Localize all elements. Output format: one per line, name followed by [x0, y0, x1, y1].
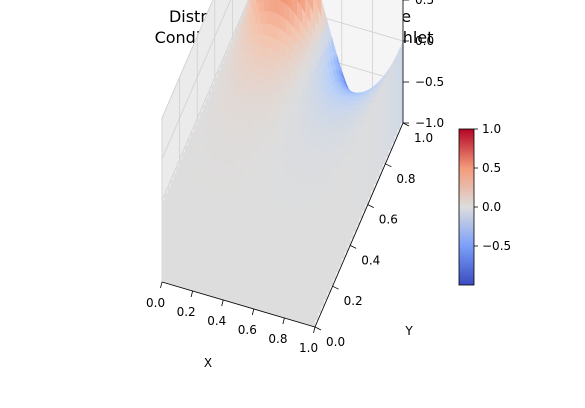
surface-strip — [309, 243, 316, 328]
x-tick-label: 1.0 — [299, 341, 318, 355]
surface-strip — [243, 223, 249, 308]
z-tick-label: 0.0 — [415, 34, 434, 48]
surface-strip — [171, 202, 178, 287]
surface-strip — [273, 232, 280, 317]
axes-ticks: 0.00.20.40.60.81.00.00.20.40.60.81.01.00… — [146, 0, 444, 355]
surface-strip — [192, 208, 198, 293]
x-tick-label: 0.0 — [146, 296, 165, 310]
x-axis-label: X — [204, 356, 212, 370]
surface-strip — [187, 207, 193, 292]
z-tick-label: −0.5 — [415, 75, 444, 89]
x-tick-mark — [282, 317, 285, 325]
y-tick-label: 0.6 — [379, 213, 398, 227]
colorbar-tick-label: 0.0 — [482, 200, 501, 214]
y-tick-mark — [385, 163, 392, 168]
surface-strip — [228, 219, 234, 304]
surface-strip — [207, 213, 214, 298]
surface-strip — [289, 237, 295, 322]
surface-strip — [263, 229, 270, 314]
surface-strip — [161, 199, 168, 284]
grid-line — [161, 0, 403, 160]
y-tick-mark — [367, 204, 374, 208]
surface-strip — [197, 210, 204, 295]
x-axis-line — [161, 281, 316, 328]
y-axis-label: Y — [404, 324, 413, 338]
z-tick-label: −1.0 — [415, 116, 444, 130]
y-tick-label: 0.2 — [344, 294, 363, 308]
y-tick-mark — [350, 245, 357, 249]
surface-strip — [284, 235, 290, 320]
surface-strip — [294, 238, 301, 323]
colorbar-tick-label: 1.0 — [482, 122, 501, 136]
x-tick-label: 0.2 — [177, 305, 196, 319]
x-tick-label: 0.8 — [268, 332, 287, 346]
surface-strip — [202, 211, 209, 296]
y-axis-line — [314, 122, 404, 328]
y-tick-mark — [332, 285, 339, 290]
surface-strip — [233, 220, 239, 305]
surface-strip — [217, 216, 224, 301]
y-tick-mark — [402, 122, 410, 127]
x-tick-mark — [221, 299, 224, 307]
colorbar-tick-label: −0.5 — [482, 239, 511, 253]
surface-strip — [222, 217, 229, 302]
surface-strip — [304, 241, 311, 326]
surface-plot — [161, 0, 404, 328]
surface-strip — [182, 205, 188, 290]
surface-strip — [278, 234, 285, 319]
surface-strip — [238, 222, 244, 307]
x-tick-mark — [313, 326, 316, 334]
surface-strip — [268, 231, 275, 316]
surface-strip — [177, 204, 183, 289]
x-tick-mark — [190, 290, 193, 298]
colorbar-tick-label: 0.5 — [482, 161, 501, 175]
x-tick-label: 0.6 — [238, 323, 257, 337]
colorbar: 1.0 0.5 0.0 −0.5 — [458, 122, 511, 286]
x-tick-mark — [160, 281, 163, 289]
y-tick-label: 1.0 — [414, 131, 433, 145]
colorbar-gradient — [458, 128, 475, 286]
surface-strip — [248, 225, 255, 310]
y-tick-mark — [314, 326, 322, 331]
y-tick-label: 0.0 — [326, 335, 345, 349]
x-tick-label: 0.4 — [207, 314, 226, 328]
surface-strip — [253, 226, 260, 311]
grid-line — [161, 0, 214, 119]
y-tick-label: 0.4 — [361, 253, 380, 267]
surface-strip — [258, 228, 265, 313]
colorbar-ticks: 1.0 0.5 0.0 −0.5 — [474, 122, 511, 253]
x-tick-mark — [251, 308, 255, 316]
z-tick-label: 0.5 — [415, 0, 434, 7]
surface-strip — [212, 214, 219, 299]
surface-strip — [166, 201, 173, 286]
y-tick-label: 0.8 — [396, 172, 415, 186]
surface-strip — [299, 240, 306, 325]
